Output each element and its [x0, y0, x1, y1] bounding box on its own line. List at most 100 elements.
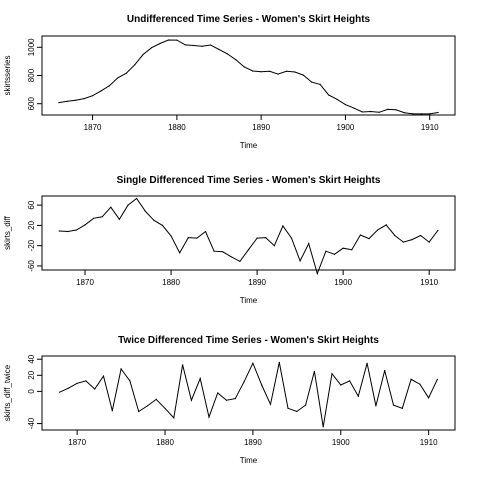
twice-diff-data-point: [261, 384, 263, 386]
undifferenced-data-point: [117, 77, 119, 79]
single-diff-x-axis-label: Time: [240, 296, 258, 305]
single-diff-data-point: [282, 225, 284, 227]
undifferenced-data-point: [210, 44, 212, 46]
single-diff-data-point: [118, 218, 120, 220]
twice-diff-x-tick-label: 1880: [156, 438, 174, 447]
undifferenced-data-point: [311, 81, 313, 83]
twice-diff-data-point: [305, 404, 307, 406]
undifferenced-panel: Undifferenced Time Series - Women's Skir…: [3, 14, 456, 150]
undifferenced-data-point: [100, 90, 102, 92]
single-diff-data-point: [84, 224, 86, 226]
single-diff-data-point: [342, 247, 344, 249]
undifferenced-data-point: [302, 74, 304, 76]
undifferenced-data-point: [370, 110, 372, 113]
single-diff-data-point: [368, 238, 370, 240]
undifferenced-data-point: [92, 95, 94, 97]
twice-diff-data-point: [173, 417, 175, 419]
single-diff-data-point: [256, 237, 258, 239]
twice-diff-data-point: [419, 383, 421, 385]
undifferenced-y-tick-label: 600: [27, 96, 36, 110]
undifferenced-data-point: [294, 71, 296, 73]
undifferenced-data-point: [75, 99, 77, 101]
single-diff-data-point: [196, 237, 198, 239]
single-diff-x-tick-label: 1870: [76, 278, 94, 287]
undifferenced-data-point: [336, 98, 338, 100]
twice-diff-data-point: [269, 403, 272, 405]
twice-diff-panel: Twice Differenced Time Series - Women's …: [3, 335, 456, 465]
twice-diff-data-point: [366, 362, 368, 364]
undifferenced-data-point: [193, 44, 195, 47]
undifferenced-data-point: [437, 111, 439, 114]
undifferenced-data-point: [420, 113, 422, 115]
twice-diff-data-point: [225, 399, 228, 401]
undifferenced-data-point: [395, 109, 397, 111]
single-diff-y-axis-label: skirts_diff: [3, 215, 12, 249]
undifferenced-data-point: [151, 47, 153, 49]
single-diff-data-point: [222, 251, 224, 253]
twice-diff-data-point: [428, 397, 430, 399]
undifferenced-data-point: [235, 59, 237, 61]
twice-diff-series-line: [59, 361, 438, 427]
single-diff-data-point: [428, 241, 430, 243]
twice-diff-x-axis-label: Time: [240, 456, 258, 465]
single-diff-data-point: [299, 260, 301, 262]
single-diff-data-point: [420, 234, 422, 237]
twice-diff-y-tick-label: 20: [27, 370, 36, 379]
undifferenced-x-tick-label: 1900: [337, 123, 355, 132]
single-diff-x-tick-label: 1880: [162, 278, 180, 287]
undifferenced-y-tick-label: 1000: [27, 38, 36, 56]
undifferenced-data-point: [58, 102, 60, 104]
twice-diff-data-point: [76, 382, 78, 384]
undifferenced-data-point: [108, 85, 110, 87]
undifferenced-data-point: [429, 113, 431, 115]
twice-diff-data-point: [94, 388, 96, 390]
twice-diff-data-point: [199, 377, 201, 380]
undifferenced-data-point: [201, 45, 203, 47]
single-diff-y-tick-label: 60: [27, 200, 36, 209]
twice-diff-x-tick-label: 1890: [244, 438, 262, 447]
single-diff-data-point: [110, 206, 112, 208]
single-diff-data-point: [230, 256, 232, 258]
single-diff-data-point: [333, 253, 336, 255]
undifferenced-data-point: [252, 70, 254, 72]
single-diff-data-point: [385, 224, 387, 226]
undifferenced-data-point: [328, 94, 330, 96]
single-diff-data-point: [290, 237, 293, 239]
twice-diff-data-point: [129, 380, 131, 382]
single-diff-x-tick-label: 1890: [248, 278, 266, 287]
single-diff-data-point: [93, 217, 95, 219]
undifferenced-data-point: [412, 113, 414, 115]
twice-diff-data-point: [357, 395, 359, 397]
undifferenced-x-axis-label: Time: [240, 141, 258, 150]
undifferenced-title: Undifferenced Time Series - Women's Skir…: [127, 14, 371, 25]
undifferenced-x-tick-label: 1870: [84, 123, 102, 132]
single-diff-panel: Single Differenced Time Series - Women's…: [3, 175, 456, 305]
twice-diff-title: Twice Differenced Time Series - Women's …: [118, 335, 379, 346]
single-diff-data-point: [170, 235, 172, 237]
twice-diff-data-point: [252, 362, 254, 364]
twice-diff-data-point: [59, 391, 61, 393]
twice-diff-data-point: [102, 375, 105, 377]
single-diff-data-point: [394, 234, 396, 237]
undifferenced-data-point: [134, 64, 136, 66]
twice-diff-data-point: [85, 380, 87, 382]
undifferenced-data-point: [285, 70, 287, 72]
twice-diff-data-point: [340, 384, 342, 386]
single-diff-y-tick-label: -60: [27, 260, 36, 272]
undifferenced-data-point: [226, 53, 228, 55]
undifferenced-data-point: [159, 42, 161, 45]
single-diff-x-tick-label: 1900: [334, 278, 352, 287]
single-diff-data-point: [247, 249, 250, 251]
twice-diff-data-point: [208, 416, 210, 418]
twice-diff-plot-frame: [41, 355, 456, 431]
single-diff-data-point: [359, 234, 361, 236]
single-diff-title: Single Differenced Time Series - Women's…: [117, 175, 381, 186]
undifferenced-x-tick-label: 1880: [168, 123, 186, 132]
undifferenced-data-point: [378, 111, 380, 113]
twice-diff-data-point: [120, 368, 122, 370]
twice-diff-data-point: [243, 381, 245, 383]
single-diff-data-point: [187, 237, 189, 239]
undifferenced-x-tick-label: 1910: [421, 123, 439, 132]
undifferenced-plot-frame: [41, 35, 456, 116]
